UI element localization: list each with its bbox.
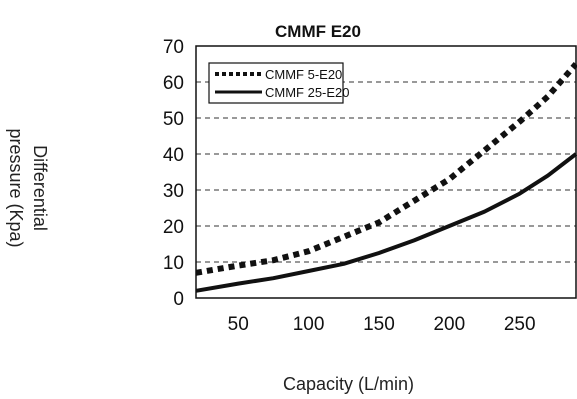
- series-lines: [195, 62, 577, 293]
- series-line-2: [195, 152, 577, 293]
- y-tick-20: 20: [163, 217, 184, 238]
- y-tick-50: 50: [163, 109, 184, 130]
- x-tick-200: 200: [433, 314, 465, 335]
- y-tick-10: 10: [163, 253, 184, 274]
- series-line-1: [195, 62, 577, 276]
- x-tick-250: 250: [504, 314, 536, 335]
- y-axis-label-line1: Differential: [30, 145, 50, 231]
- x-tick-labels: 50 100 150 200 250: [228, 314, 536, 335]
- grid-lines: [196, 81, 576, 263]
- y-tick-0: 0: [173, 289, 184, 310]
- chart-title: CMMF E20: [275, 22, 361, 41]
- y-axis-label-line2: pressure (Kpa): [6, 128, 26, 248]
- x-axis-label: Capacity (L/min): [282, 374, 415, 394]
- legend-box: [208, 62, 344, 104]
- y-tick-30: 30: [163, 181, 184, 202]
- x-tick-100: 100: [293, 314, 325, 335]
- x-tick-150: 150: [363, 314, 395, 335]
- legend-label-1: CMMF 5-E20: [265, 67, 342, 82]
- plot-frame: [195, 45, 577, 299]
- legend: CMMF 5-E20 CMMF 25-E20: [208, 62, 350, 104]
- x-tick-50: 50: [228, 314, 249, 335]
- y-tick-60: 60: [163, 73, 184, 94]
- y-tick-70: 70: [163, 37, 184, 58]
- y-tick-labels: 0 10 20 30 40 50 60 70: [163, 37, 184, 310]
- y-axis-label: Differential pressure (Kpa): [0, 108, 52, 268]
- legend-label-2: CMMF 25-E20: [265, 85, 350, 100]
- y-tick-40: 40: [163, 145, 184, 166]
